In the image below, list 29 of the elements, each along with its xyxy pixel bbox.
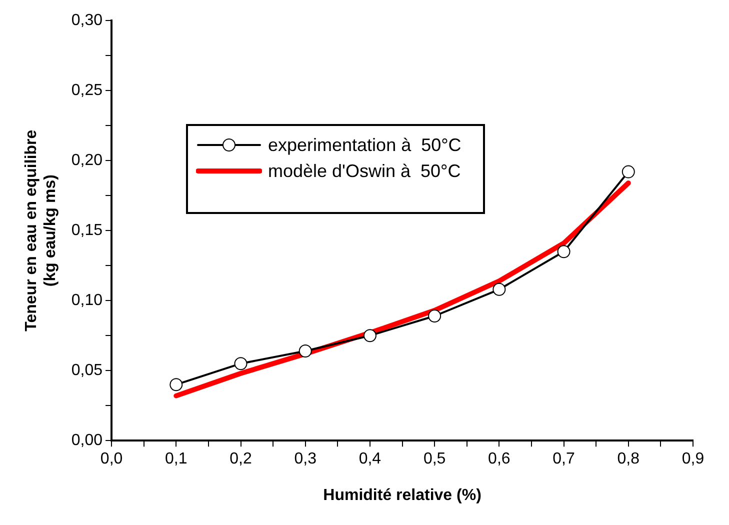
point — [363, 329, 376, 342]
x-tick-label: 0,4 — [358, 450, 382, 468]
point — [557, 245, 570, 258]
legend-label: experimentation à 50°C — [268, 134, 462, 156]
x-tick-label: 0,2 — [230, 450, 252, 468]
x-tick-label: 0,7 — [552, 450, 576, 468]
y-tick-label: 0,30 — [71, 12, 103, 30]
point — [492, 282, 506, 296]
point — [298, 344, 312, 358]
y-axis-title: Teneur en eau en equilibre (kg eau/kg ms) — [23, 130, 60, 332]
y-tick-label: 0,15 — [71, 222, 103, 240]
y-tick-label: 0,25 — [71, 82, 103, 100]
y-tick-label: 0,05 — [71, 362, 103, 380]
x-tick-label: 0,5 — [423, 450, 446, 468]
y-tick-label: 0,00 — [71, 432, 103, 450]
y-tick-label: 0,10 — [71, 292, 103, 310]
legend-label: modèle d'Oswin à 50°C — [268, 160, 461, 182]
y-tick-label: 0,20 — [71, 152, 103, 170]
x-tick-label: 0,8 — [617, 450, 640, 468]
x-tick-label: 0,1 — [165, 450, 188, 468]
point — [234, 357, 248, 370]
x-tick-label: 0,0 — [100, 450, 123, 468]
point — [622, 165, 635, 178]
x-axis-title: Humidité relative (%) — [323, 486, 482, 504]
x-tick-label: 0,6 — [488, 450, 510, 468]
point — [428, 310, 442, 322]
x-tick-label: 0,3 — [294, 450, 317, 468]
point — [170, 378, 183, 392]
x-tick-label: 0,9 — [682, 450, 704, 468]
